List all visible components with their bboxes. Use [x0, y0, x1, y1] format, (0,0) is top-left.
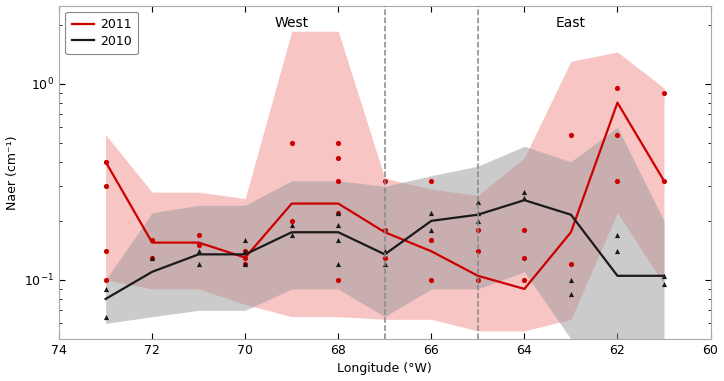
2010: [194, 252, 203, 257]
Point: [472, 227, 484, 233]
Point: [612, 248, 623, 254]
Point: [518, 189, 530, 195]
Point: [193, 242, 204, 248]
2010: [380, 252, 389, 257]
Point: [565, 291, 577, 297]
Point: [146, 237, 158, 243]
Point: [146, 255, 158, 261]
2011: [241, 255, 250, 260]
2011: [427, 249, 436, 253]
Point: [193, 261, 204, 267]
2010: [287, 230, 296, 235]
2010: [567, 212, 576, 217]
Point: [379, 178, 390, 184]
2010: [613, 274, 622, 278]
Point: [565, 131, 577, 138]
Point: [379, 255, 390, 261]
Point: [100, 277, 111, 283]
Point: [658, 273, 670, 279]
Point: [286, 140, 298, 146]
2011: [148, 240, 156, 245]
2011: [660, 179, 668, 183]
Point: [565, 261, 577, 267]
Point: [286, 222, 298, 228]
Point: [472, 210, 484, 216]
Point: [332, 261, 344, 267]
2010: [101, 297, 110, 301]
Point: [193, 232, 204, 238]
Point: [518, 255, 530, 261]
Point: [332, 210, 344, 216]
Point: [332, 210, 344, 216]
X-axis label: Longitude (°W): Longitude (°W): [337, 362, 432, 375]
Point: [146, 255, 158, 261]
2011: [613, 101, 622, 105]
Point: [426, 277, 437, 283]
Point: [240, 248, 251, 254]
2011: [101, 160, 110, 164]
Point: [472, 199, 484, 205]
Point: [286, 232, 298, 238]
Point: [286, 218, 298, 224]
Point: [332, 178, 344, 184]
Line: 2011: 2011: [106, 103, 664, 289]
Legend: 2011, 2010: 2011, 2010: [65, 12, 138, 54]
Point: [332, 277, 344, 283]
2011: [520, 287, 529, 291]
2011: [380, 230, 389, 235]
Point: [518, 227, 530, 233]
Text: East: East: [556, 16, 586, 30]
Point: [426, 227, 437, 233]
Point: [332, 140, 344, 146]
2011: [567, 230, 576, 235]
2010: [148, 269, 156, 274]
Point: [472, 277, 484, 283]
2011: [287, 201, 296, 206]
Point: [426, 210, 437, 216]
Point: [100, 159, 111, 165]
Point: [612, 178, 623, 184]
Point: [658, 178, 670, 184]
2011: [334, 201, 342, 206]
Y-axis label: Naer (cm⁻¹): Naer (cm⁻¹): [6, 135, 19, 210]
Point: [612, 232, 623, 238]
Point: [332, 222, 344, 228]
2010: [334, 230, 342, 235]
Point: [658, 281, 670, 287]
2010: [520, 198, 529, 202]
Point: [100, 314, 111, 320]
Text: West: West: [274, 16, 309, 30]
Point: [332, 155, 344, 161]
Point: [379, 248, 390, 254]
Point: [240, 248, 251, 254]
2010: [241, 252, 250, 257]
Point: [612, 85, 623, 91]
Point: [426, 237, 437, 243]
Point: [518, 195, 530, 202]
2011: [473, 274, 482, 278]
Line: 2010: 2010: [106, 200, 664, 299]
Point: [100, 248, 111, 254]
Point: [379, 227, 390, 233]
Point: [472, 248, 484, 254]
Point: [240, 255, 251, 261]
Point: [100, 286, 111, 292]
Point: [240, 237, 251, 243]
Point: [332, 237, 344, 243]
2011: [194, 240, 203, 245]
Point: [612, 131, 623, 138]
2010: [660, 274, 668, 278]
Point: [426, 178, 437, 184]
Point: [100, 183, 111, 189]
Point: [565, 277, 577, 283]
Point: [518, 277, 530, 283]
Point: [193, 248, 204, 254]
Point: [472, 218, 484, 224]
Point: [240, 261, 251, 267]
Point: [379, 261, 390, 267]
Point: [658, 90, 670, 96]
2010: [473, 212, 482, 217]
2010: [427, 219, 436, 223]
Point: [240, 261, 251, 267]
